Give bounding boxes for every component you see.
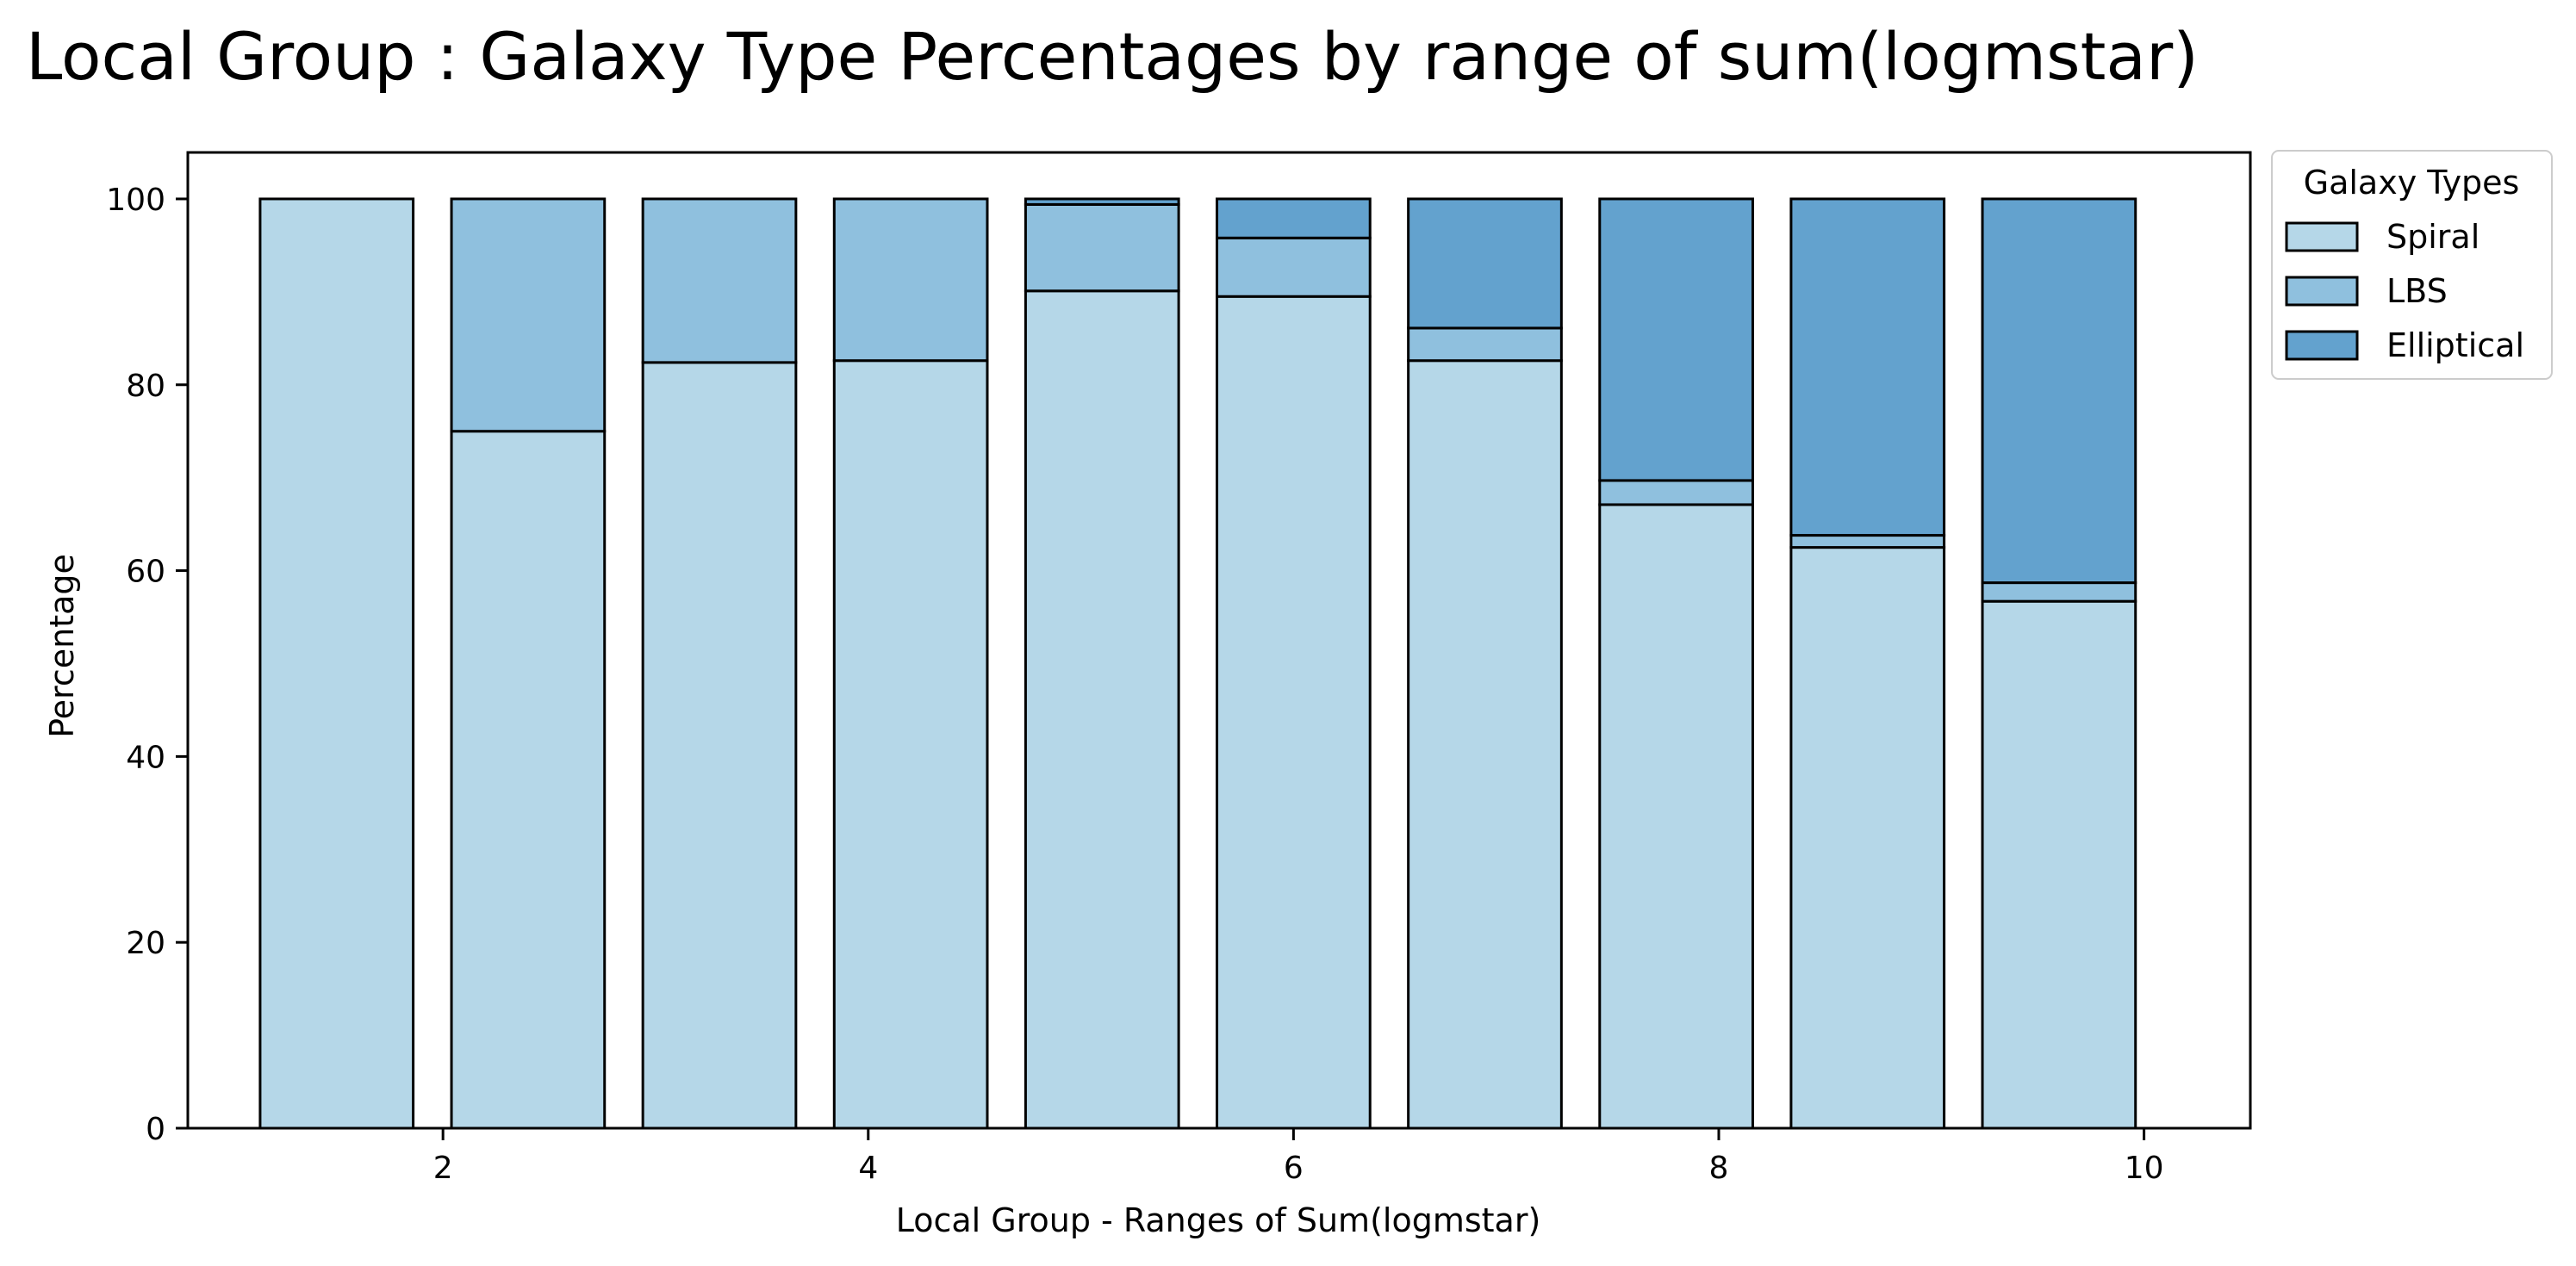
x-tick-label: 8 [1709,1151,1729,1186]
bar-spiral-2 [450,430,607,1130]
bar-spiral-6 [1216,295,1372,1130]
bar-lbs-3 [641,197,798,364]
bar-lbs-9 [1789,534,1946,549]
bar-lbs-5 [1024,202,1180,293]
legend-label-lbs: LBS [2386,272,2448,310]
chart-title: Local Group : Galaxy Type Percentages by… [26,18,2199,95]
legend-label-elliptical: Elliptical [2386,326,2524,364]
bar-lbs-6 [1216,236,1372,298]
legend: Galaxy Types Spiral LBS Elliptical [2271,150,2553,380]
bar-spiral-9 [1789,546,1946,1130]
y-tick-label: 60 [126,555,165,590]
y-tick-label: 100 [106,183,165,218]
bar-lbs-8 [1598,479,1754,506]
y-axis-label: Percentage [43,554,81,738]
bar-lbs-2 [450,197,607,433]
bar-lbs-7 [1407,326,1563,363]
bar-elliptical-9 [1789,197,1946,537]
bar-spiral-10 [1981,599,2137,1130]
bar-elliptical-6 [1216,197,1372,239]
y-tick-label: 40 [126,740,165,775]
legend-frame [2271,150,2553,380]
legend-title: Galaxy Types [2304,164,2520,202]
bars-group [258,197,2137,1130]
bar-elliptical-5 [1024,197,1180,206]
y-tick-label: 0 [146,1112,165,1147]
legend-swatch-lbs [2285,276,2359,307]
bar-spiral-4 [832,359,989,1130]
legend-swatch-elliptical [2285,330,2359,361]
legend-swatch-spiral [2285,221,2359,252]
bar-elliptical-8 [1598,197,1754,482]
y-tick-label: 20 [126,926,165,961]
y-axis-ticks: 0 20 40 60 80 100 [106,183,188,1147]
bar-spiral-1 [258,197,415,1130]
bar-spiral-8 [1598,503,1754,1130]
x-axis-label: Local Group - Ranges of Sum(logmstar) [896,1201,1541,1239]
legend-label-spiral: Spiral [2386,218,2480,256]
x-axis-ticks: 2 4 6 8 10 [433,1128,2164,1186]
bar-spiral-3 [641,361,798,1130]
bar-lbs-10 [1981,581,2137,603]
x-tick-label: 4 [858,1151,878,1186]
y-tick-label: 80 [126,369,165,404]
bar-elliptical-7 [1407,197,1563,330]
bar-spiral-7 [1407,359,1563,1130]
x-tick-label: 6 [1284,1151,1304,1186]
bar-lbs-4 [832,197,989,363]
x-tick-label: 10 [2125,1151,2164,1186]
bar-spiral-5 [1024,289,1180,1130]
bar-elliptical-10 [1981,197,2137,585]
x-tick-label: 2 [433,1151,453,1186]
plot-frame [186,151,2252,1130]
